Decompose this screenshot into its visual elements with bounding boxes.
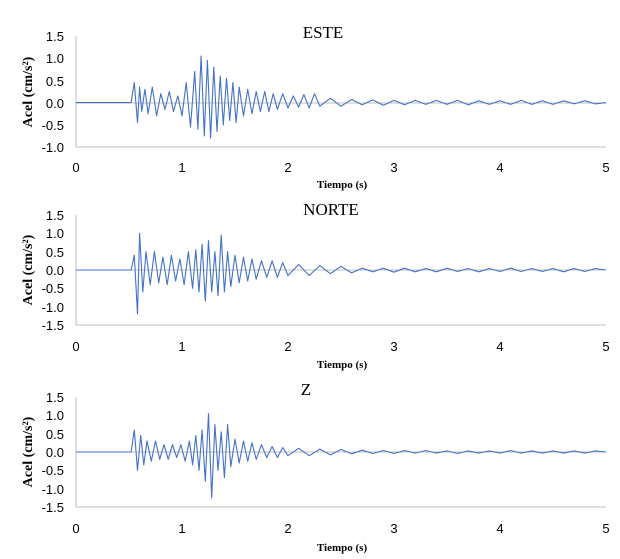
x-tick-label: 1 bbox=[178, 521, 185, 536]
y-tick-label: -1.0 bbox=[42, 140, 64, 155]
x-tick-label: 0 bbox=[72, 160, 79, 175]
y-tick-label: 0.0 bbox=[46, 445, 64, 460]
x-tick-label: 3 bbox=[390, 339, 397, 354]
series-line-z bbox=[76, 412, 607, 499]
x-axis-label: Tiempo (s) bbox=[317, 359, 368, 371]
x-tick-label: 5 bbox=[602, 160, 609, 175]
chart-panel-este: ESTE Acel (cm/s²) -1.0 -0.5 0.0 0.5 1.0 … bbox=[21, 23, 610, 191]
y-tick-label: 0.5 bbox=[46, 245, 64, 260]
x-tick-label: 0 bbox=[72, 339, 79, 354]
x-tick-label: 5 bbox=[602, 521, 609, 536]
y-axis-label: Acel (cm/s²) bbox=[21, 416, 36, 487]
x-tick-label: 4 bbox=[496, 339, 503, 354]
x-tick-label: 2 bbox=[284, 521, 291, 536]
chart-title: NORTE bbox=[303, 200, 359, 219]
y-tick-label: -1.0 bbox=[42, 482, 64, 497]
y-tick-label: 1.5 bbox=[46, 390, 64, 405]
y-tick-label: 1.5 bbox=[46, 29, 64, 44]
x-tick-label: 4 bbox=[496, 160, 503, 175]
chart-title: ESTE bbox=[303, 23, 344, 42]
y-tick-label: -0.5 bbox=[42, 463, 64, 478]
x-tick-label: 2 bbox=[284, 160, 291, 175]
chart-title: Z bbox=[301, 380, 311, 399]
y-tick-label: 1.0 bbox=[46, 226, 64, 241]
y-tick-label: 0.5 bbox=[46, 427, 64, 442]
x-tick-label: 3 bbox=[390, 160, 397, 175]
y-tick-label: 0.0 bbox=[46, 263, 64, 278]
x-tick-label: 1 bbox=[178, 339, 185, 354]
series-line-norte bbox=[76, 232, 607, 315]
y-tick-label: 0.5 bbox=[46, 74, 64, 89]
y-tick-label: 1.0 bbox=[46, 408, 64, 423]
y-axis-label: Acel (cm/s²) bbox=[21, 56, 36, 127]
y-tick-label: -0.5 bbox=[42, 118, 64, 133]
y-tick-label: 1.0 bbox=[46, 51, 64, 66]
y-tick-label: 0.0 bbox=[46, 96, 64, 111]
x-tick-label: 0 bbox=[72, 521, 79, 536]
y-tick-label: -1.0 bbox=[42, 300, 64, 315]
x-tick-label: 4 bbox=[496, 521, 503, 536]
x-tick-label: 2 bbox=[284, 339, 291, 354]
y-axis-label: Acel (cm/s²) bbox=[21, 234, 36, 305]
x-axis-label: Tiempo (s) bbox=[317, 542, 368, 554]
y-tick-label: -1.5 bbox=[42, 318, 64, 333]
y-tick-label: -1.5 bbox=[42, 500, 64, 515]
y-tick-label: 1.5 bbox=[46, 208, 64, 223]
series-line-este bbox=[76, 55, 607, 139]
x-tick-label: 1 bbox=[178, 160, 185, 175]
chart-panel-z: Z Acel (cm/s²) -1.5 -1.0 -0.5 0.0 0.5 1.… bbox=[21, 380, 610, 554]
x-tick-label: 5 bbox=[602, 339, 609, 354]
x-axis-label: Tiempo (s) bbox=[317, 179, 368, 191]
chart-panel-norte: NORTE Acel (cm/s²) -1.5 -1.0 -0.5 0.0 0.… bbox=[21, 200, 610, 371]
x-tick-label: 3 bbox=[390, 521, 397, 536]
y-tick-label: -0.5 bbox=[42, 281, 64, 296]
